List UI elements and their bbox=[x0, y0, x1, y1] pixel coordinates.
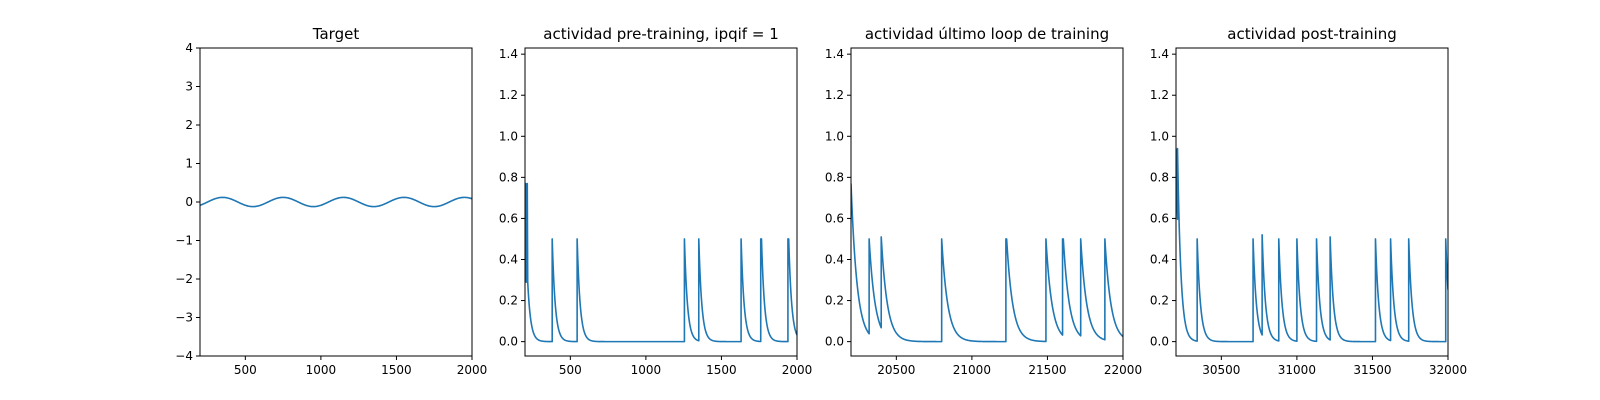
chart-title: actividad post-training bbox=[1227, 25, 1396, 43]
chart-title: actividad pre-training, ipqif = 1 bbox=[543, 25, 779, 43]
x-tick-label: 1000 bbox=[306, 363, 337, 377]
y-tick-label: 0.2 bbox=[1150, 294, 1169, 308]
chart-title: actividad último loop de training bbox=[865, 25, 1109, 43]
x-tick-label: 21000 bbox=[953, 363, 991, 377]
x-tick-label: 31500 bbox=[1353, 363, 1391, 377]
y-tick-label: 0.2 bbox=[825, 294, 844, 308]
y-tick-label: 0.4 bbox=[499, 252, 518, 266]
y-tick-label: 2 bbox=[185, 118, 193, 132]
y-tick-label: 0.6 bbox=[825, 211, 844, 225]
axes-frame bbox=[199, 47, 473, 357]
y-tick-label: 1.0 bbox=[499, 129, 518, 143]
y-tick-label: 0.8 bbox=[499, 170, 518, 184]
y-tick-label: 0.6 bbox=[499, 211, 518, 225]
axes-frame bbox=[524, 47, 798, 357]
y-tick-label: 1 bbox=[185, 157, 193, 171]
series-line bbox=[525, 182, 797, 343]
y-tick-label: −2 bbox=[175, 272, 193, 286]
y-tick-label: 0.0 bbox=[1150, 335, 1169, 349]
x-tick-label: 20500 bbox=[877, 363, 915, 377]
chart-panel-2: actividad pre-training, ipqif = 1 500 1000… bbox=[499, 25, 812, 377]
x-tick-label: 500 bbox=[559, 363, 582, 377]
y-tick-label: 1.2 bbox=[1150, 88, 1169, 102]
x-tick-label: 22000 bbox=[1104, 363, 1142, 377]
y-tick-label: 0.0 bbox=[825, 335, 844, 349]
y-tick-label: 0.4 bbox=[825, 252, 844, 266]
y-tick-label: 0.0 bbox=[499, 335, 518, 349]
y-tick-label: 0.4 bbox=[1150, 252, 1169, 266]
x-tick-label: 1500 bbox=[381, 363, 412, 377]
x-tick-label: 21500 bbox=[1028, 363, 1066, 377]
chart-panel-3: actividad último loop de training 20500 21… bbox=[825, 25, 1142, 377]
chart-title: Target bbox=[312, 25, 360, 43]
x-tick-label: 2000 bbox=[457, 363, 488, 377]
series-line bbox=[1176, 147, 1448, 343]
series-line bbox=[851, 183, 1123, 343]
y-tick-label: 3 bbox=[185, 80, 193, 94]
y-tick-label: 1.4 bbox=[499, 47, 518, 61]
x-tick-label: 1000 bbox=[631, 363, 662, 377]
y-tick-label: 0 bbox=[185, 195, 193, 209]
y-tick-label: 1.4 bbox=[825, 47, 844, 61]
x-tick-label: 500 bbox=[234, 363, 257, 377]
series-line bbox=[200, 196, 472, 208]
y-tick-label: 0.8 bbox=[825, 170, 844, 184]
x-tick-label: 32000 bbox=[1429, 363, 1467, 377]
y-tick-label: 1.4 bbox=[1150, 47, 1169, 61]
y-tick-label: 0.2 bbox=[499, 294, 518, 308]
y-tick-label: −1 bbox=[175, 234, 193, 248]
y-tick-label: 1.0 bbox=[1150, 129, 1169, 143]
y-tick-label: −4 bbox=[175, 349, 193, 363]
y-tick-label: 0.8 bbox=[1150, 170, 1169, 184]
y-tick-label: 0.6 bbox=[1150, 211, 1169, 225]
y-tick-label: 1.2 bbox=[825, 88, 844, 102]
y-tick-label: 1.0 bbox=[825, 129, 844, 143]
y-tick-label: 4 bbox=[185, 41, 193, 55]
x-tick-label: 2000 bbox=[782, 363, 813, 377]
chart-panel-4: actividad post-training 30500 31000 31500 32… bbox=[1150, 25, 1467, 377]
chart-panel-1: Target 500 1000 1500 2000 −4 −3 −2 −1 0 1 2 3 4 bbox=[175, 25, 487, 377]
x-tick-label: 1500 bbox=[706, 363, 737, 377]
y-tick-label: −3 bbox=[175, 311, 193, 325]
x-tick-label: 31000 bbox=[1278, 363, 1316, 377]
axes-frame bbox=[1175, 47, 1449, 357]
y-tick-label: 1.2 bbox=[499, 88, 518, 102]
x-tick-label: 30500 bbox=[1202, 363, 1240, 377]
axes-frame bbox=[850, 47, 1124, 357]
